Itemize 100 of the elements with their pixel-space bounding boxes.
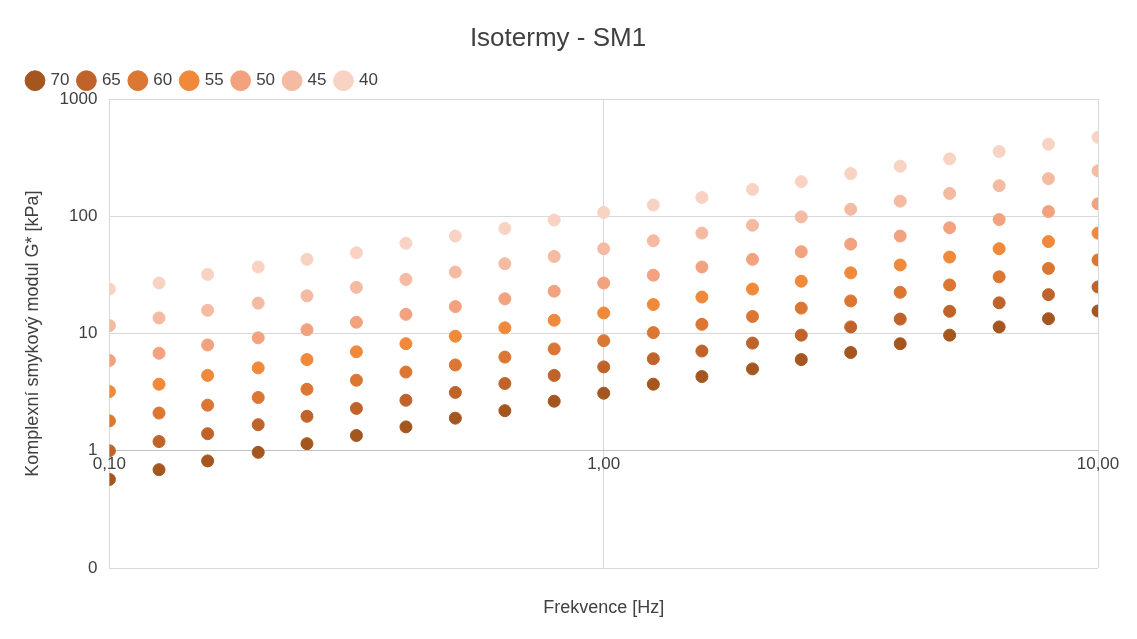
point <box>399 420 413 434</box>
point <box>448 329 462 343</box>
point <box>646 234 660 248</box>
point <box>597 334 611 348</box>
point <box>251 296 265 310</box>
point <box>152 406 166 420</box>
point <box>943 250 957 264</box>
point <box>399 307 413 321</box>
point <box>201 427 215 441</box>
point <box>844 345 858 359</box>
point <box>349 401 363 415</box>
point <box>399 393 413 407</box>
point <box>1041 261 1055 275</box>
point <box>597 386 611 400</box>
point <box>893 258 907 272</box>
point <box>498 404 512 418</box>
point <box>844 202 858 216</box>
point <box>201 454 215 468</box>
point <box>695 260 709 274</box>
y-tick-label: 100 <box>69 206 98 226</box>
point <box>547 213 561 227</box>
point <box>746 282 760 296</box>
point <box>943 152 957 166</box>
point <box>597 276 611 290</box>
point <box>992 270 1006 284</box>
point <box>547 368 561 382</box>
point <box>251 418 265 432</box>
point <box>448 411 462 425</box>
x-tick-label: 10,00 <box>1076 453 1120 473</box>
point <box>893 159 907 173</box>
point <box>695 317 709 331</box>
point <box>349 315 363 329</box>
y-axis-title: Komplexní smykový modul G* [kPa] <box>21 190 42 477</box>
legend-label: 45 <box>307 70 327 90</box>
point <box>349 345 363 359</box>
point <box>399 236 413 250</box>
point <box>448 358 462 372</box>
point <box>943 186 957 200</box>
point <box>251 361 265 375</box>
point <box>152 276 166 290</box>
point <box>893 229 907 243</box>
point <box>152 463 166 477</box>
legend-label: 55 <box>204 70 224 90</box>
point <box>201 303 215 317</box>
point <box>844 237 858 251</box>
point <box>646 326 660 340</box>
point <box>794 210 808 224</box>
point <box>349 429 363 443</box>
point <box>794 353 808 367</box>
x-axis-title: Frekvence [Hz] <box>543 596 665 617</box>
point <box>597 242 611 256</box>
point <box>695 370 709 384</box>
point <box>893 194 907 208</box>
point <box>943 278 957 292</box>
point <box>349 246 363 260</box>
point <box>746 336 760 350</box>
point <box>152 377 166 391</box>
point <box>300 437 314 451</box>
point <box>251 331 265 345</box>
point <box>547 342 561 356</box>
legend-label: 70 <box>50 70 70 90</box>
point <box>794 328 808 342</box>
point <box>201 398 215 412</box>
point <box>992 213 1006 227</box>
point <box>844 266 858 280</box>
point <box>893 285 907 299</box>
point <box>498 321 512 335</box>
point <box>844 320 858 334</box>
point <box>992 320 1006 334</box>
point <box>152 435 166 449</box>
point <box>646 298 660 312</box>
point <box>349 373 363 387</box>
point <box>498 350 512 364</box>
point <box>893 337 907 351</box>
y-tick-label: 0 <box>87 557 98 577</box>
point <box>646 352 660 366</box>
point <box>746 218 760 232</box>
point <box>1041 205 1055 219</box>
point <box>201 267 215 281</box>
point <box>300 353 314 367</box>
point <box>1041 137 1055 151</box>
point <box>251 390 265 404</box>
point <box>547 394 561 408</box>
point <box>893 312 907 326</box>
point <box>498 292 512 306</box>
point <box>1041 288 1055 302</box>
point <box>448 229 462 243</box>
point <box>746 252 760 266</box>
point <box>695 226 709 240</box>
point <box>251 445 265 459</box>
point <box>992 179 1006 193</box>
point <box>300 382 314 396</box>
point <box>300 323 314 337</box>
point <box>1041 312 1055 326</box>
point <box>844 294 858 308</box>
point <box>794 301 808 315</box>
point <box>695 290 709 304</box>
point <box>300 289 314 303</box>
point <box>794 274 808 288</box>
point <box>695 190 709 204</box>
